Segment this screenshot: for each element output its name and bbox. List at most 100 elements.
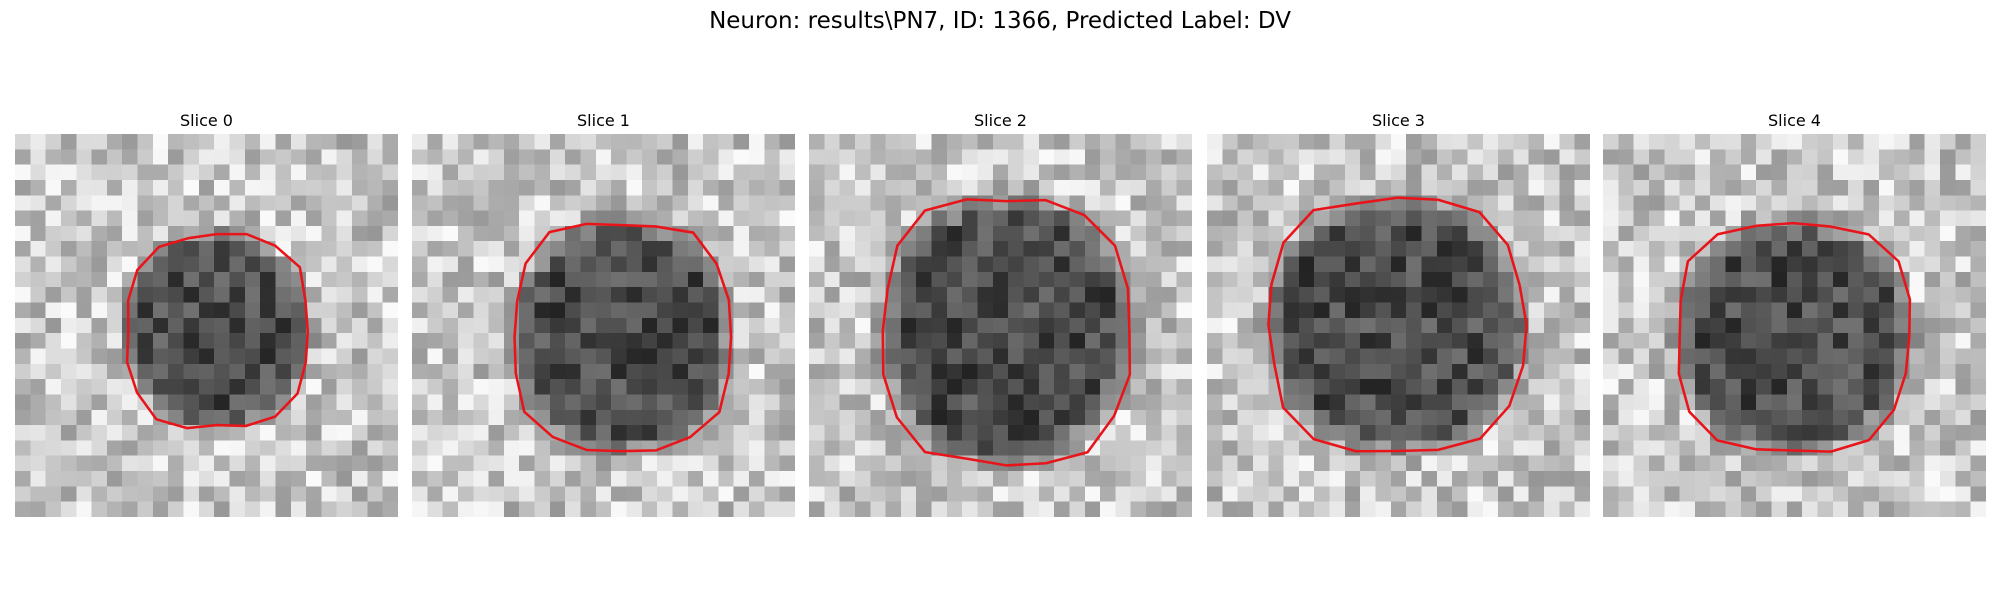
pixel	[1038, 394, 1055, 411]
pixel	[1054, 333, 1070, 349]
pixel	[60, 134, 77, 150]
slice-image	[15, 134, 398, 517]
pixel	[1909, 471, 1926, 487]
pixel	[1130, 256, 1147, 273]
pixel	[1482, 348, 1499, 365]
pixel	[412, 225, 428, 242]
pixel	[1130, 333, 1147, 349]
pixel	[352, 210, 368, 227]
pixel	[1970, 149, 1986, 166]
pixel	[565, 210, 581, 227]
pixel	[1115, 486, 1132, 503]
pixel	[1130, 225, 1147, 242]
pixel	[641, 149, 658, 166]
pixel	[290, 179, 307, 196]
pixel	[764, 195, 781, 211]
pixel	[1664, 179, 1680, 196]
pixel	[306, 317, 322, 334]
pixel	[1544, 363, 1560, 380]
pixel	[977, 409, 994, 426]
pixel	[1940, 501, 1956, 517]
pixel	[1740, 134, 1757, 150]
pixel	[1786, 241, 1803, 257]
pixel	[1725, 471, 1742, 487]
pixel	[839, 333, 856, 349]
pixel	[275, 471, 292, 487]
pixel	[321, 164, 338, 181]
pixel	[549, 149, 566, 166]
pixel	[1237, 440, 1254, 457]
pixel	[473, 486, 489, 503]
pixel	[1894, 486, 1910, 503]
pixel	[1390, 333, 1407, 349]
pixel	[931, 317, 948, 334]
pixel	[1452, 271, 1468, 288]
pixel	[1710, 302, 1726, 319]
pixel	[703, 317, 719, 334]
pixel	[91, 149, 108, 166]
pixel	[1756, 455, 1772, 472]
pixel	[1940, 348, 1956, 365]
pixel	[1544, 179, 1560, 196]
pixel	[962, 287, 978, 303]
pixel	[595, 455, 612, 472]
pixel	[1894, 333, 1910, 349]
pixel	[442, 210, 459, 227]
pixel	[1771, 379, 1788, 395]
pixel	[503, 134, 520, 150]
pixel	[519, 134, 535, 150]
pixel	[1100, 179, 1116, 196]
pixel	[1664, 134, 1680, 150]
pixel	[76, 440, 92, 457]
pixel	[183, 317, 200, 334]
pixel	[611, 271, 627, 288]
pixel	[352, 425, 368, 441]
pixel	[809, 409, 825, 426]
pixel	[214, 379, 230, 395]
pixel	[931, 256, 948, 273]
pixel	[1802, 317, 1818, 334]
pixel	[916, 210, 932, 227]
pixel	[214, 271, 230, 288]
pixel	[106, 379, 123, 395]
pixel	[442, 149, 459, 166]
pixel	[1268, 179, 1284, 196]
pixel	[1436, 333, 1453, 349]
pixel	[1817, 394, 1834, 411]
pixel	[382, 195, 398, 211]
pixel	[275, 287, 292, 303]
pixel	[1207, 271, 1223, 288]
pixel	[1222, 241, 1239, 257]
pixel	[1421, 271, 1438, 288]
pixel	[1207, 287, 1223, 303]
pixel	[1559, 302, 1576, 319]
pixel	[946, 471, 963, 487]
pixel	[1023, 134, 1040, 150]
pixel	[519, 317, 535, 334]
pixel	[657, 164, 673, 181]
pixel	[45, 455, 62, 472]
pixel	[183, 409, 200, 426]
pixel	[1100, 287, 1116, 303]
pixel	[900, 302, 917, 319]
pixel	[1648, 164, 1665, 181]
pixel	[1498, 425, 1514, 441]
pixel	[900, 179, 917, 196]
pixel	[931, 440, 948, 457]
pixel	[1069, 409, 1086, 426]
pixel	[977, 379, 994, 395]
pixel	[30, 394, 47, 411]
pixel	[657, 363, 673, 380]
pixel	[1848, 256, 1864, 273]
pixel	[1679, 225, 1696, 242]
pixel	[45, 409, 62, 426]
pixel	[900, 440, 917, 457]
pixel	[1832, 210, 1849, 227]
pixel	[672, 287, 689, 303]
pixel	[824, 409, 841, 426]
pixel	[290, 486, 307, 503]
pixel	[1848, 501, 1864, 517]
pixel	[764, 302, 781, 319]
pixel	[626, 164, 643, 181]
